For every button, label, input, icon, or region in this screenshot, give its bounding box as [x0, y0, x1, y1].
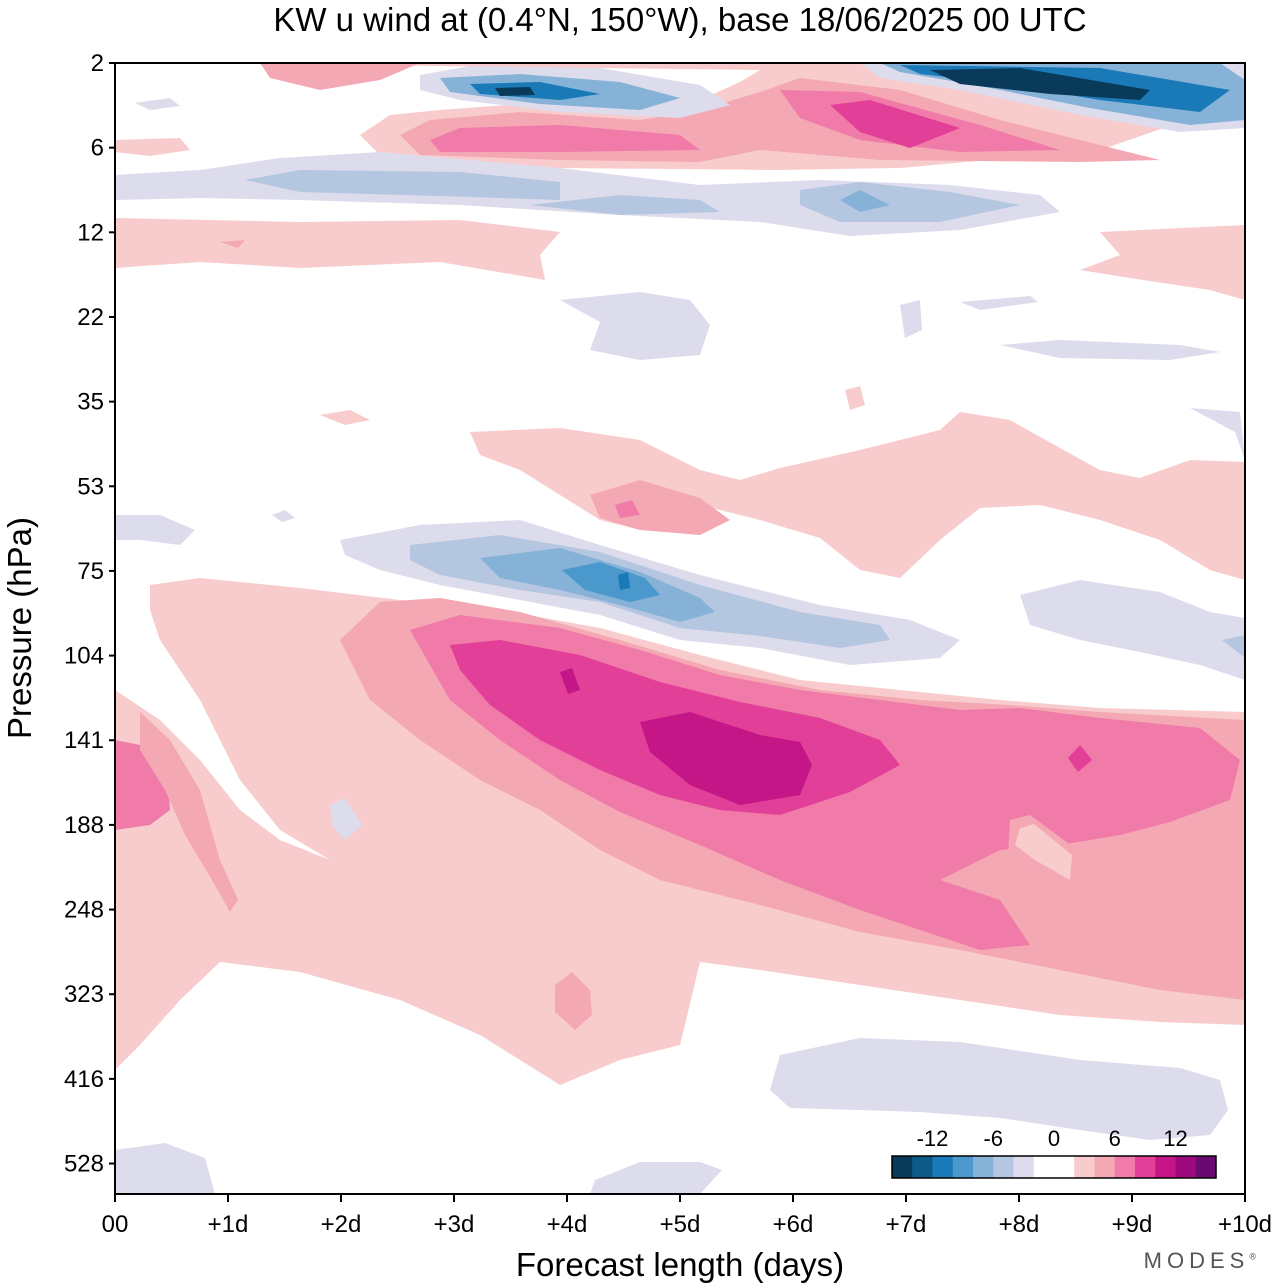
colorbar: -12 -6 0 6 12	[891, 1126, 1217, 1179]
chart-title: KW u wind at (0.4°N, 150°W), base 18/06/…	[273, 1, 1086, 38]
colorbar-swatch	[892, 1156, 913, 1178]
field-pos-main-f	[560, 668, 580, 694]
y-tick-label: 323	[64, 981, 104, 1008]
field-pos-12c	[220, 240, 245, 248]
y-tick-label: 416	[64, 1066, 104, 1093]
field-pos-35c	[615, 500, 640, 518]
field-pos-35e	[845, 386, 865, 410]
field-neg-mid-2	[245, 170, 560, 200]
colorbar-swatch	[912, 1156, 933, 1178]
y-tick-label: 35	[77, 389, 104, 416]
x-tick-label: +2d	[321, 1211, 362, 1238]
field-neg-528b	[590, 1162, 722, 1194]
x-tick-label: +4d	[547, 1211, 588, 1238]
y-tick-label: 2	[91, 50, 104, 77]
x-tick-label: +9d	[1112, 1211, 1153, 1238]
colorbar-swatch	[1195, 1156, 1217, 1178]
x-tick-label: +3d	[434, 1211, 475, 1238]
colorbar-swatch	[1175, 1156, 1197, 1178]
modes-logo-text: MODES	[1143, 1248, 1250, 1273]
field-neg-22c	[960, 296, 1038, 310]
x-tick-label: 00	[102, 1211, 129, 1238]
colorbar-swatch	[973, 1156, 994, 1178]
field-pos-left-b	[140, 712, 238, 912]
field-neg-top-b4	[930, 68, 1150, 100]
y-tick-label: 6	[91, 135, 104, 162]
colorbar-tick-label: 12	[1163, 1126, 1187, 1151]
colorbar-swatch	[1033, 1156, 1055, 1178]
field-pos-12b	[1080, 225, 1245, 300]
colorbar-tick-label: -6	[983, 1126, 1003, 1151]
field-neg-patch-1	[135, 98, 180, 110]
field-neg-22b	[900, 300, 922, 338]
field-band-pos-top-6	[830, 100, 960, 148]
field-neg-mid-5	[840, 190, 890, 212]
y-tick-label: 141	[64, 727, 104, 754]
field-neg-90b	[1222, 635, 1245, 658]
field-neg-53	[115, 515, 195, 545]
y-axis: 2 6 12 22 35 53 75 104 141 188 248 323 416 528	[64, 50, 115, 1178]
wind-field	[115, 63, 1245, 1194]
y-tick-label: 104	[64, 643, 104, 670]
field-pos-35	[470, 412, 1245, 580]
field-pos-main-e	[640, 712, 812, 805]
field-neg-416	[770, 1038, 1228, 1140]
x-tick-label: +10d	[1218, 1211, 1272, 1238]
field-pos-35d	[320, 410, 370, 425]
field-neg-90	[1020, 580, 1245, 680]
colorbar-swatch	[1013, 1156, 1035, 1178]
colorbar-tick-label: -12	[917, 1126, 949, 1151]
colorbar-swatch	[1054, 1156, 1075, 1178]
field-pos-35b	[590, 480, 730, 535]
field-pos-left	[115, 740, 170, 830]
x-tick-label: +6d	[773, 1211, 814, 1238]
y-tick-label: 53	[77, 473, 104, 500]
field-neg-22d	[1000, 340, 1220, 360]
colorbar-swatch	[1155, 1156, 1176, 1178]
colorbar-tick-label: 6	[1109, 1126, 1121, 1151]
y-tick-label: 528	[64, 1151, 104, 1178]
field-neg-75e	[618, 572, 630, 590]
x-axis: 00 +1d +2d +3d +4d +5d +6d +7d +8d +9d +10d	[102, 1194, 1272, 1238]
colorbar-swatch	[993, 1156, 1014, 1178]
y-axis-label: Pressure (hPa)	[1, 517, 38, 739]
colorbar-swatch	[952, 1156, 974, 1178]
colorbar-swatch	[932, 1156, 954, 1178]
colorbar-frame	[891, 1155, 1217, 1179]
field-neg-35	[1190, 408, 1245, 460]
y-tick-label: 188	[64, 812, 104, 839]
colorbar-swatch	[1114, 1156, 1136, 1178]
field-pos-main-i	[1015, 824, 1072, 880]
field-pos-12	[115, 218, 560, 280]
field-pos-patch-1	[115, 138, 190, 156]
y-tick-label: 12	[77, 219, 104, 246]
y-tick-label: 75	[77, 558, 104, 585]
y-tick-label: 22	[77, 304, 104, 331]
colorbar-swatch	[1135, 1156, 1156, 1178]
colorbar-swatch	[1074, 1156, 1095, 1178]
modes-logo: MODES®	[1143, 1248, 1256, 1273]
field-band-pos-top-2	[260, 63, 420, 90]
field-neg-mid-4	[800, 182, 1020, 222]
x-tick-label: +8d	[999, 1211, 1040, 1238]
field-neg-mid-3	[530, 195, 720, 215]
x-axis-label: Forecast length (days)	[516, 1246, 844, 1283]
x-tick-label: +1d	[208, 1211, 249, 1238]
field-neg-528	[115, 1143, 215, 1194]
field-neg-top-a4	[495, 87, 535, 96]
colorbar-tick-label: 0	[1048, 1126, 1060, 1151]
field-band-pos-top-4	[430, 125, 700, 152]
field-pos-323	[555, 972, 592, 1030]
field-neg-75d	[562, 562, 660, 602]
y-tick-label: 248	[64, 897, 104, 924]
field-neg-53b	[272, 510, 295, 522]
field-pos-main-g	[1068, 745, 1092, 772]
x-tick-label: +5d	[660, 1211, 701, 1238]
x-tick-label: +7d	[886, 1211, 927, 1238]
field-neg-188	[330, 798, 362, 840]
colorbar-swatch	[1094, 1156, 1116, 1178]
field-neg-22a	[560, 292, 710, 360]
